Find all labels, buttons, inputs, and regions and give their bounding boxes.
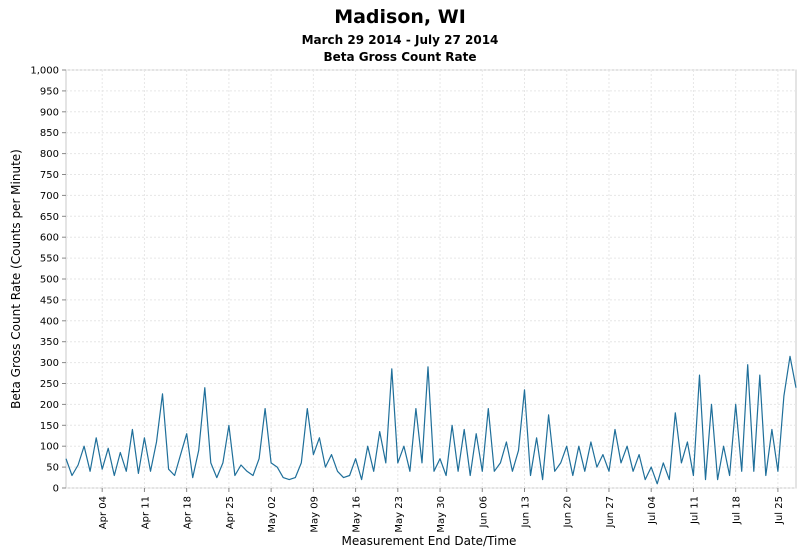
- x-tick-label: Jul 18: [732, 496, 743, 525]
- chart-subtitle-measure: Beta Gross Count Rate: [323, 50, 477, 64]
- y-tick-label: 550: [40, 254, 59, 265]
- gridlines: [66, 69, 796, 489]
- y-axis: 0 50 100 150 200 250 300 350 400 450 500 550 600 650 7…: [30, 66, 66, 495]
- x-axis-label: Measurement End Date/Time: [342, 534, 517, 548]
- y-tick-label: 150: [40, 421, 59, 432]
- y-tick-label: 450: [40, 295, 59, 306]
- y-tick-label: 500: [40, 275, 59, 286]
- y-tick-label: 0: [53, 484, 59, 495]
- y-tick-label: 100: [40, 442, 59, 453]
- x-tick-label: Jun 20: [563, 496, 574, 529]
- x-tick-label: Jun 06: [478, 496, 489, 529]
- y-axis-label: Beta Gross Count Rate (Counts per Minute…: [9, 149, 23, 409]
- y-tick-label: 700: [40, 191, 59, 202]
- x-tick-label: May 16: [352, 496, 363, 533]
- y-tick-label: 750: [40, 170, 59, 181]
- y-tick-label: 950: [40, 86, 59, 97]
- chart-subtitle-dates: March 29 2014 - July 27 2014: [301, 33, 499, 47]
- x-tick-label: Jul 25: [774, 496, 785, 525]
- y-tick-label: 800: [40, 149, 59, 160]
- series-line: [65, 355, 797, 485]
- y-tick-label: 200: [40, 400, 59, 411]
- y-tick-label: 650: [40, 212, 59, 223]
- x-tick-label: Apr 18: [183, 496, 194, 529]
- x-tick-label: May 30: [436, 496, 447, 533]
- x-tick-label: May 09: [309, 496, 320, 533]
- y-tick-label: 600: [40, 233, 59, 244]
- x-tick-label: Jun 27: [605, 496, 616, 529]
- x-tick-label: Jul 04: [647, 496, 658, 525]
- x-tick-label: Jul 11: [689, 496, 700, 525]
- x-tick-label: Apr 25: [225, 496, 236, 529]
- y-tick-label: 50: [46, 463, 59, 474]
- y-tick-label: 350: [40, 337, 59, 348]
- x-tick-label: Apr 11: [140, 496, 151, 529]
- x-axis: Apr 04 Apr 11 Apr 18 Apr 25 May 02 May 09 May …: [98, 488, 785, 533]
- chart-title: Madison, WI: [334, 6, 466, 28]
- y-tick-label: 300: [40, 358, 59, 369]
- x-tick-label: Apr 04: [98, 496, 109, 529]
- y-tick-label: 850: [40, 128, 59, 139]
- y-tick-label: 900: [40, 107, 59, 118]
- y-tick-label: 250: [40, 379, 59, 390]
- y-tick-label: 400: [40, 316, 59, 327]
- x-tick-label: May 02: [267, 496, 278, 533]
- x-tick-label: May 23: [394, 496, 405, 533]
- x-tick-label: Jun 13: [521, 496, 532, 529]
- series-group: [65, 355, 797, 485]
- y-tick-label: 1,000: [30, 66, 59, 77]
